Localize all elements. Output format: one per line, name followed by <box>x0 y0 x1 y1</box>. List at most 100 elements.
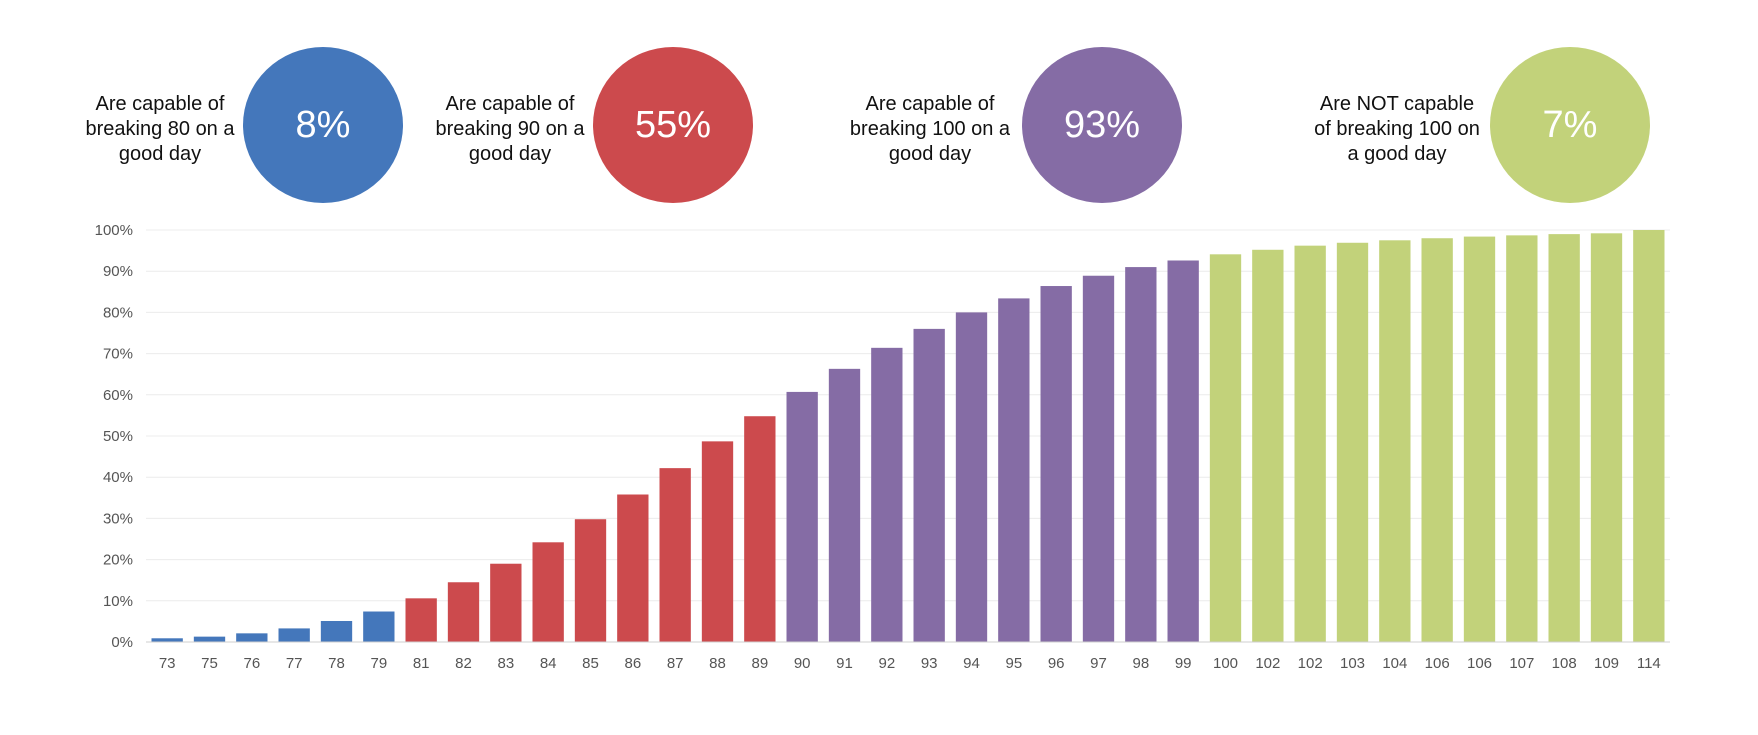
x-tick-label: 88 <box>709 655 726 672</box>
stat-label-line: good day <box>888 143 972 165</box>
x-tick-label: 108 <box>1552 655 1577 672</box>
bar-77 <box>278 628 310 642</box>
bar-87 <box>659 468 691 642</box>
y-tick-label: 30% <box>103 510 133 527</box>
x-tick-label: 92 <box>878 655 895 672</box>
bar-81 <box>405 598 437 642</box>
stat-circle-break-80: 8% <box>243 47 403 203</box>
stat-label-line: Are capable of <box>865 93 995 115</box>
x-tick-label: 96 <box>1048 655 1065 672</box>
x-tick-label: 98 <box>1132 655 1149 672</box>
bar-99 <box>1167 260 1199 642</box>
y-tick-label: 50% <box>103 428 133 445</box>
x-axis-ticks: 73 75 76 77 78 79 81 82 83 84 85 86 87 88 89 90 91 92 93 94… <box>159 655 1661 672</box>
x-tick-label: 82 <box>455 655 472 672</box>
gridlines <box>146 229 1670 602</box>
stat-label-not-break-100: Are NOT capable of breaking 100 on a goo… <box>1311 92 1483 167</box>
stat-circle-not-break-100: 7% <box>1490 47 1650 203</box>
bar-92 <box>871 347 903 642</box>
bar-75 <box>193 636 226 642</box>
stat-circle-break-90: 55% <box>593 47 753 203</box>
stat-label-break-90: Are capable of breaking 90 on a good day <box>424 92 596 167</box>
y-tick-label: 100% <box>95 222 133 239</box>
bar-78 <box>320 620 353 642</box>
y-tick-label: 80% <box>103 304 133 321</box>
bar-82 <box>447 582 480 642</box>
x-tick-label: 114 <box>1637 655 1661 672</box>
x-tick-label: 102 <box>1298 655 1323 672</box>
bar-114 <box>1633 230 1665 642</box>
bar-97 <box>1082 275 1115 642</box>
x-tick-label: 106 <box>1425 655 1450 672</box>
bar-102 <box>1252 249 1284 642</box>
x-tick-label: 87 <box>667 655 684 672</box>
stat-label-line: breaking 90 on a <box>435 118 585 140</box>
stat-label-line: Are capable of <box>445 93 575 115</box>
x-tick-label: 73 <box>159 655 176 672</box>
bar-89 <box>744 416 776 642</box>
bar-106 <box>1463 236 1496 643</box>
bar-85 <box>574 519 607 642</box>
bar-83 <box>490 563 522 642</box>
x-tick-label: 85 <box>582 655 599 672</box>
x-tick-label: 83 <box>497 655 514 672</box>
y-tick-label: 90% <box>103 263 133 280</box>
bar-107 <box>1506 235 1538 642</box>
bar-96 <box>1040 286 1072 642</box>
x-tick-label: 89 <box>751 655 768 672</box>
stat-label-break-100: Are capable of breaking 100 on a good da… <box>844 92 1016 167</box>
x-tick-label: 81 <box>413 655 430 672</box>
stat-value: 55% <box>634 103 712 146</box>
x-tick-label: 86 <box>624 655 641 672</box>
stat-label-line: of breaking 100 on <box>1314 118 1480 140</box>
bar-90 <box>786 391 818 642</box>
x-tick-label: 95 <box>1005 655 1022 672</box>
x-tick-label: 78 <box>328 655 345 672</box>
stat-label-line: breaking 100 on a <box>849 118 1011 140</box>
x-tick-label: 84 <box>540 655 557 672</box>
stat-label-break-80: Are capable of breaking 80 on a good day <box>74 92 246 167</box>
stat-value: 7% <box>1542 103 1598 146</box>
x-tick-label: 106 <box>1467 655 1492 672</box>
x-tick-label: 94 <box>963 655 980 672</box>
x-tick-label: 99 <box>1175 655 1192 672</box>
bar-79 <box>363 611 395 642</box>
bar-84 <box>532 542 564 642</box>
y-tick-label: 40% <box>103 469 133 486</box>
bar-93 <box>913 328 945 642</box>
bar-88 <box>701 441 734 642</box>
stat-label-line: good day <box>118 143 202 165</box>
stat-label-line: a good day <box>1347 143 1447 165</box>
y-tick-label: 60% <box>103 387 133 404</box>
bar-91 <box>828 368 861 642</box>
y-tick-label: 20% <box>103 552 133 569</box>
x-tick-label: 109 <box>1594 655 1619 672</box>
bar-109 <box>1590 233 1623 642</box>
x-tick-label: 77 <box>286 655 303 672</box>
x-tick-label: 102 <box>1255 655 1280 672</box>
y-tick-label: 10% <box>103 593 133 610</box>
x-tick-label: 97 <box>1090 655 1107 672</box>
bar-106 <box>1421 238 1453 643</box>
x-tick-label: 90 <box>794 655 811 672</box>
bar-98 <box>1125 267 1157 642</box>
x-tick-label: 75 <box>201 655 218 672</box>
bars <box>151 230 1665 643</box>
x-tick-label: 93 <box>921 655 938 672</box>
stat-label-line: good day <box>468 143 552 165</box>
y-tick-label: 70% <box>103 346 133 363</box>
stat-label-line: breaking 80 on a <box>85 118 235 140</box>
x-tick-label: 103 <box>1340 655 1365 672</box>
stat-circle-break-100: 93% <box>1022 47 1182 203</box>
x-tick-label: 107 <box>1509 655 1534 672</box>
stat-label-line: Are capable of <box>95 93 225 115</box>
bar-103 <box>1336 242 1369 642</box>
bar-73 <box>151 638 183 642</box>
x-tick-label: 91 <box>836 655 853 672</box>
stat-label-line: Are NOT capable <box>1319 93 1475 115</box>
y-tick-label: 0% <box>111 634 133 651</box>
x-tick-label: 100 <box>1213 655 1238 672</box>
stat-value: 8% <box>295 103 351 146</box>
bar-86 <box>617 494 649 642</box>
